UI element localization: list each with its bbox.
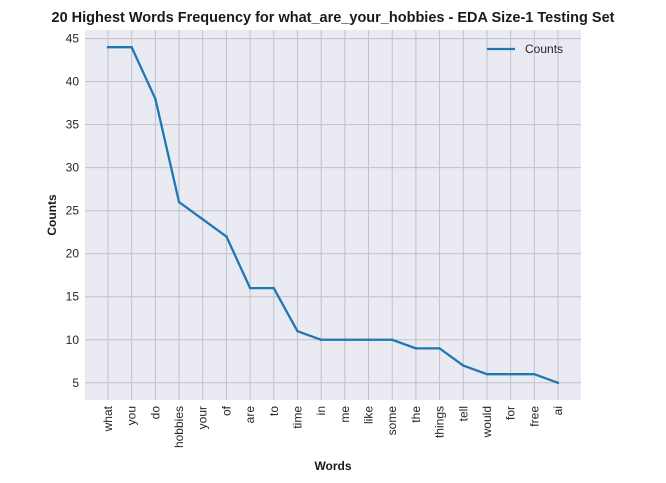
y-tick-label: 45	[66, 32, 80, 46]
x-tick-label: some	[385, 406, 399, 436]
x-tick-label: your	[196, 406, 210, 429]
x-tick-label: time	[290, 406, 304, 429]
data-points	[106, 46, 560, 384]
legend: Counts	[487, 42, 563, 56]
x-tick-label: ai	[551, 406, 565, 415]
y-tick-label: 10	[66, 333, 80, 347]
legend-label-counts: Counts	[525, 42, 563, 56]
data-point-time	[296, 329, 299, 333]
x-tick-label: like	[362, 406, 376, 424]
x-tick-label: for	[504, 406, 518, 420]
data-point-tell	[462, 364, 465, 367]
x-tick-label: hobbies	[172, 406, 186, 448]
data-point-ai	[556, 381, 560, 384]
data-point-the	[414, 347, 418, 350]
x-tick-label: the	[409, 406, 423, 423]
data-point-hobbies	[177, 200, 181, 204]
x-tick-labels: what you do hobbies your of are to time in me like s…	[101, 405, 565, 448]
x-axis-label: Words	[314, 459, 351, 473]
y-tick-label: 20	[66, 247, 80, 261]
x-tick-label: would	[480, 406, 494, 438]
data-point-things	[438, 347, 441, 350]
x-tick-label: of	[219, 405, 233, 416]
y-gridlines	[85, 38, 581, 384]
chart-title: 20 Highest Words Frequency for what_are_…	[52, 10, 615, 26]
x-tick-label: to	[267, 406, 281, 416]
plot-area	[85, 30, 581, 400]
data-point-what	[106, 46, 110, 49]
x-tick-label: me	[338, 406, 352, 423]
data-point-free	[533, 372, 536, 376]
data-point-for	[509, 372, 512, 376]
data-point-would	[485, 372, 489, 376]
data-point-me	[343, 338, 347, 341]
data-point-your	[201, 218, 204, 221]
x-tick-label: tell	[456, 406, 470, 421]
x-tick-label: things	[433, 406, 447, 438]
x-gridlines	[107, 30, 559, 400]
y-tick-label: 40	[66, 75, 80, 89]
data-point-in	[319, 338, 323, 341]
x-tick-label: are	[243, 406, 257, 424]
y-tick-label: 25	[66, 204, 80, 218]
data-point-to	[272, 286, 275, 290]
data-point-are	[248, 286, 252, 290]
data-point-do	[154, 97, 157, 101]
y-tick-label: 30	[66, 161, 80, 175]
y-tick-label: 5	[72, 376, 79, 390]
data-point-you	[130, 46, 133, 49]
series-line-counts	[106, 46, 560, 384]
y-tick-label: 35	[66, 118, 80, 132]
data-point-some	[391, 338, 394, 341]
x-tick-label: do	[148, 406, 162, 420]
y-axis-label: Counts	[45, 194, 59, 236]
x-tick-label: what	[101, 405, 115, 432]
x-tick-label: in	[314, 406, 328, 415]
y-tick-label: 15	[66, 290, 80, 304]
x-tick-label: you	[125, 406, 139, 425]
y-tick-labels: 5 10 15 20 25 30 35 40 45	[66, 32, 80, 390]
data-point-like	[367, 338, 370, 341]
data-point-of	[225, 235, 228, 238]
x-tick-label: free	[527, 406, 541, 427]
